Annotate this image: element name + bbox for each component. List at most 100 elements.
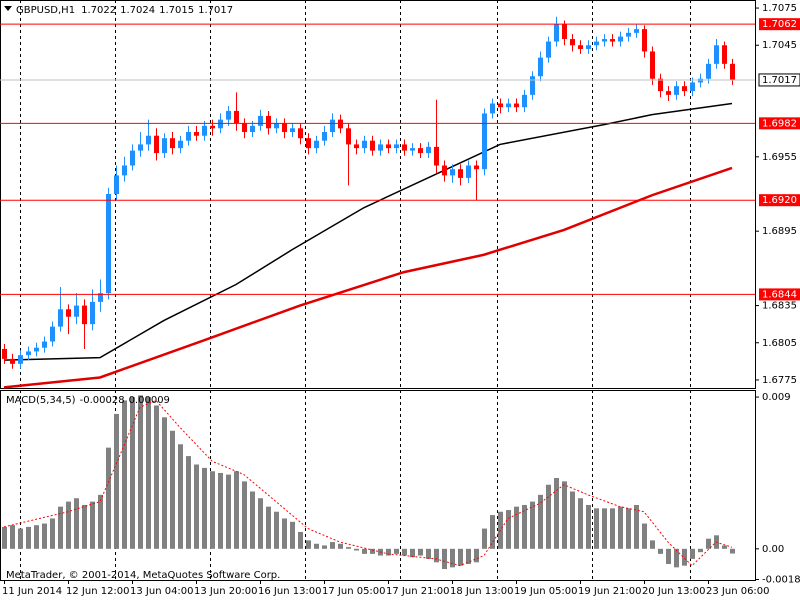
- x-tick-label: 13 Jun 04:00: [130, 586, 194, 597]
- candle-body: [586, 45, 591, 49]
- x-tick-label: 19 Jun 05:00: [514, 586, 578, 597]
- macd-bar: [674, 548, 679, 568]
- y-tick-label: 0.009: [762, 392, 791, 403]
- candle-body: [34, 347, 39, 352]
- macd-bar: [162, 417, 167, 549]
- candle-body: [394, 144, 399, 149]
- macd-bar: [474, 548, 479, 563]
- macd-bar: [202, 467, 207, 549]
- candle-body: [146, 135, 151, 145]
- level-label: 1.6844: [762, 289, 797, 300]
- candle-body: [322, 132, 327, 141]
- candle-body: [562, 24, 567, 40]
- macd-bar: [2, 526, 7, 549]
- price-header: GBPUSD,H1 1.7022 1.7024 1.7015 1.7017: [16, 5, 233, 16]
- x-tick-label: 12 Jun 12:00: [66, 586, 130, 597]
- macd-bar: [442, 548, 447, 570]
- macd-bar: [690, 548, 695, 559]
- macd-bar: [306, 540, 311, 549]
- macd-bar: [482, 528, 487, 549]
- candle-body: [250, 125, 255, 133]
- candle-body: [234, 110, 239, 124]
- candle-body: [522, 94, 527, 108]
- y-tick-label: 1.6895: [762, 226, 797, 237]
- current-price-label: 1.7017: [762, 75, 797, 86]
- candle-body: [18, 355, 23, 364]
- level-label-box: [759, 18, 800, 31]
- macd-bar: [362, 548, 367, 554]
- separators: [20, 0, 691, 580]
- macd-bar: [666, 548, 671, 564]
- macd-bar: [314, 543, 319, 549]
- x-tick-label: 16 Jun 13:00: [258, 586, 322, 597]
- candle-body: [226, 110, 231, 120]
- macd-bar: [42, 523, 47, 549]
- candle-body: [610, 39, 615, 42]
- x-tick-label: 23 Jun 06:00: [706, 586, 770, 597]
- candle-body: [274, 123, 279, 129]
- macd-bar: [538, 494, 543, 549]
- x-tick-label: 17 Jun 21:00: [386, 586, 450, 597]
- candle-body: [66, 309, 71, 317]
- macd-bar: [586, 504, 591, 549]
- macd-bar: [258, 498, 263, 549]
- macd-bar: [10, 525, 15, 549]
- indicator-line: [3, 399, 733, 567]
- candle-body: [514, 103, 519, 108]
- candle-body: [298, 128, 303, 139]
- macd-bar: [34, 525, 39, 549]
- x-tick-label: 17 Jun 05:00: [322, 586, 386, 597]
- level-label-box: [759, 194, 800, 207]
- candle-body: [114, 175, 119, 194]
- macd-bar: [722, 545, 727, 549]
- candle-body: [26, 351, 31, 356]
- macd-bar: [434, 548, 439, 563]
- candle-body: [170, 138, 175, 149]
- candle-body: [258, 115, 263, 126]
- candle-body: [82, 305, 87, 325]
- macd-bar: [250, 491, 255, 549]
- candle-body: [594, 41, 599, 46]
- candle-body: [730, 63, 735, 80]
- level-label-box: [759, 288, 800, 301]
- candle-body: [290, 128, 295, 133]
- macd-bar: [490, 515, 495, 549]
- macd-bar: [18, 528, 23, 549]
- candle-body: [178, 140, 183, 149]
- x-tick-label: 18 Jun 13:00: [450, 586, 514, 597]
- y-tick-label: 1.6835: [762, 301, 797, 312]
- y-tick-label: 1.7045: [762, 40, 797, 51]
- macd-bar: [130, 397, 135, 549]
- macd-bar: [530, 501, 535, 549]
- macd-bar: [610, 508, 615, 549]
- candle-body: [42, 341, 47, 348]
- y-tick-label: 1.6955: [762, 152, 797, 163]
- macd-bar: [194, 464, 199, 549]
- candle-body: [450, 169, 455, 176]
- candle-body: [642, 29, 647, 52]
- candle-body: [658, 78, 663, 92]
- level-label: 1.6920: [762, 195, 797, 206]
- candle-body: [618, 36, 623, 42]
- candle-body: [418, 148, 423, 154]
- macd-bar: [634, 504, 639, 549]
- candle-body: [490, 103, 495, 114]
- macd-bar: [114, 413, 119, 549]
- macd-bar: [322, 545, 327, 549]
- macd-bar: [386, 548, 391, 556]
- bar-low: 1.7015: [159, 5, 194, 16]
- indicator-line: [3, 166, 733, 389]
- macd-bar: [602, 508, 607, 549]
- candle-body: [410, 148, 415, 151]
- macd-bar: [122, 400, 127, 549]
- macd-bar: [402, 548, 407, 556]
- candle-body: [154, 135, 159, 154]
- macd-bar: [418, 548, 423, 556]
- candle-body: [10, 358, 15, 364]
- price-frame: [0, 0, 756, 389]
- candle-body: [666, 91, 671, 95]
- symbol: GBPUSD,H1: [16, 5, 75, 16]
- macd-bar: [554, 477, 559, 549]
- watermark: MetaTrader, © 2001-2014, MetaQuotes Soft…: [6, 570, 280, 581]
- macd-bar: [106, 447, 111, 549]
